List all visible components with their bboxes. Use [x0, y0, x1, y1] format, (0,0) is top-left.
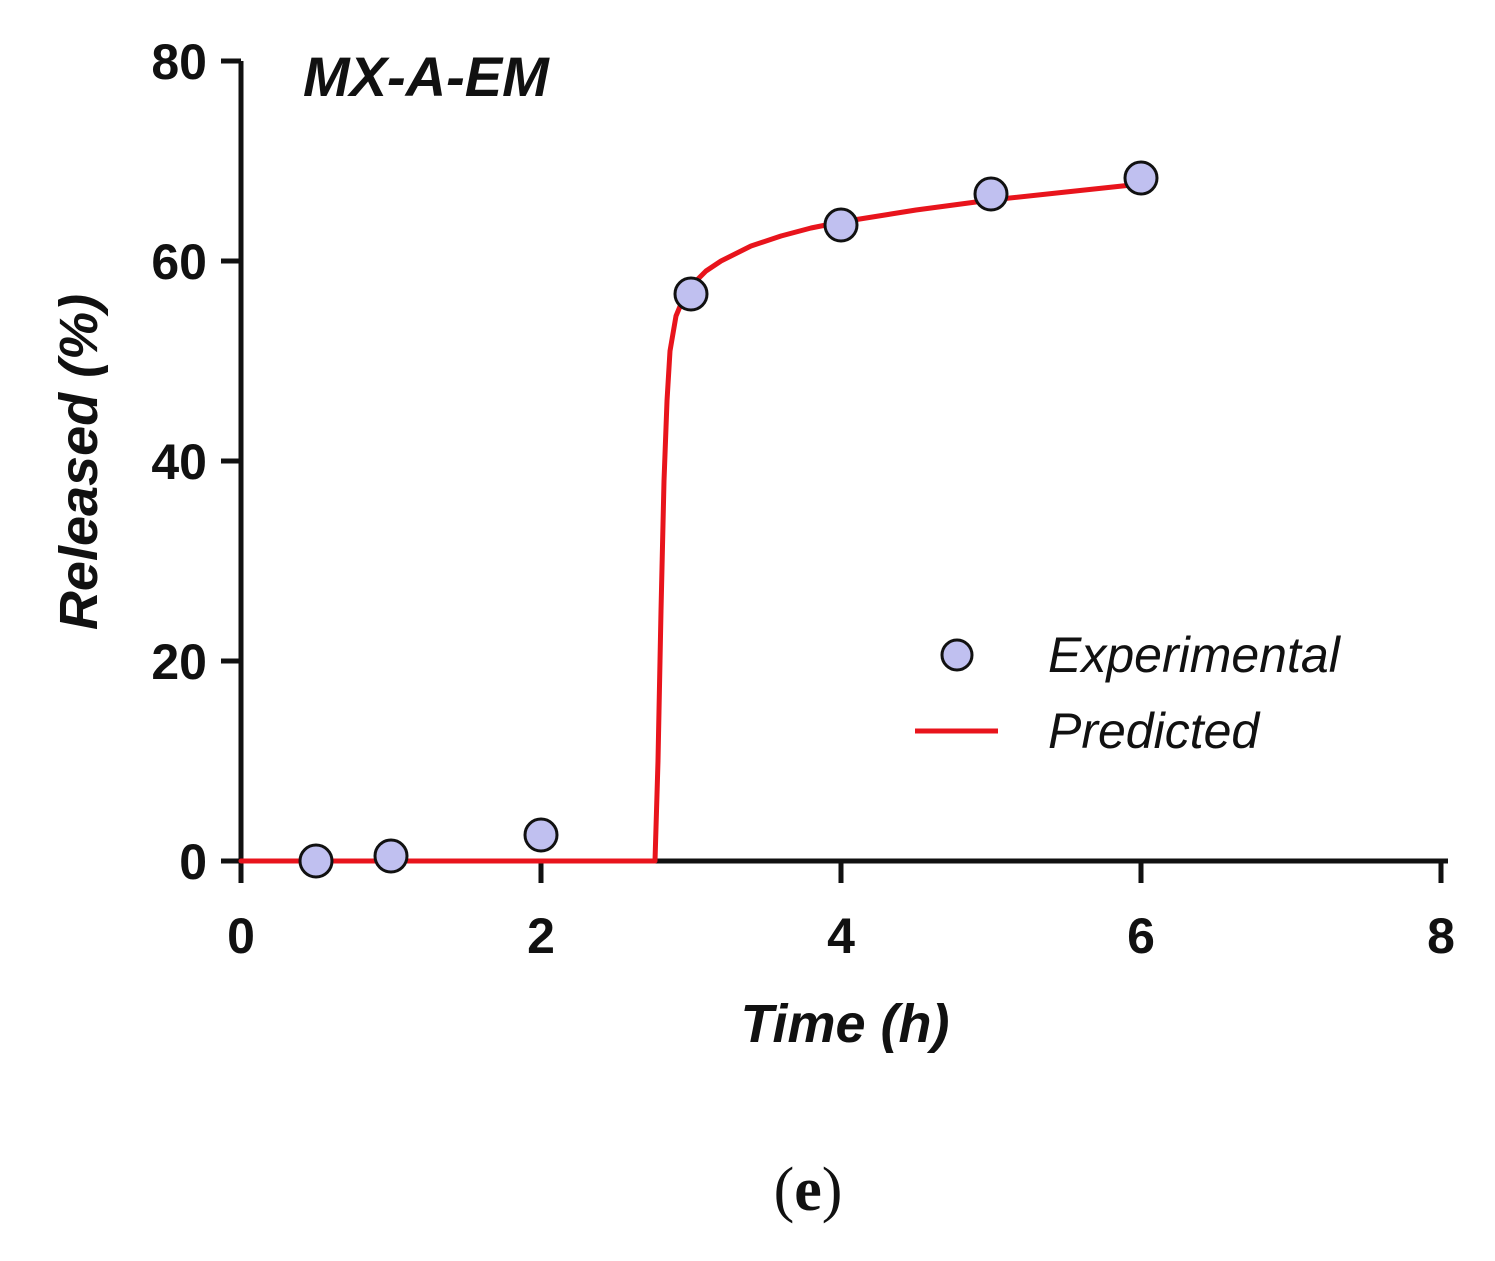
- y-tick-label: 60: [151, 234, 207, 290]
- experimental-point: [1123, 160, 1159, 196]
- experimental-series: [298, 160, 1159, 879]
- panel-label-letter: e: [794, 1156, 822, 1224]
- experimental-point: [673, 276, 709, 312]
- y-tick-label: 0: [179, 834, 207, 890]
- legend: Experimental Predicted: [915, 627, 1342, 759]
- experimental-point: [298, 843, 334, 879]
- x-tick-label: 8: [1427, 908, 1455, 964]
- x-tick-label: 4: [827, 908, 855, 964]
- experimental-point: [973, 176, 1009, 212]
- x-tick-label: 6: [1127, 908, 1155, 964]
- panel-label: (e): [774, 1156, 843, 1224]
- y-axis-title: Released (%): [49, 294, 109, 630]
- legend-experimental-label: Experimental: [1048, 627, 1342, 683]
- axes: 0 20 40 60 80 0 2 4 6 8: [151, 34, 1455, 964]
- y-tick-label: 20: [151, 634, 207, 690]
- legend-predicted-label: Predicted: [1048, 703, 1261, 759]
- experimental-point: [523, 817, 559, 853]
- x-tick-label: 0: [227, 908, 255, 964]
- experimental-point: [373, 838, 409, 874]
- legend-experimental-marker: [940, 638, 974, 672]
- experimental-point: [823, 207, 859, 243]
- y-tick-label: 40: [151, 434, 207, 490]
- chart-title: MX-A-EM: [303, 45, 550, 108]
- panel-label-close: ): [822, 1156, 843, 1224]
- x-axis-title: Time (h): [740, 994, 949, 1054]
- panel-label-open: (: [774, 1156, 795, 1224]
- y-tick-label: 80: [151, 34, 207, 90]
- x-tick-label: 2: [527, 908, 555, 964]
